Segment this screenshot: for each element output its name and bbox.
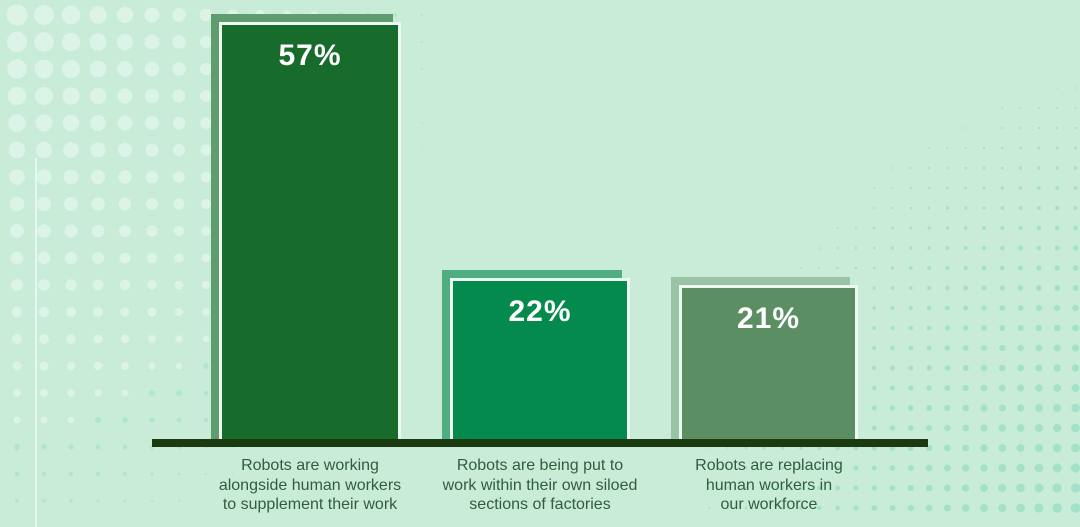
bar-fill: 21% xyxy=(679,285,858,439)
caption-line: human workers in xyxy=(705,476,833,494)
bar-value-label: 22% xyxy=(508,295,572,328)
caption-line: to supplement their work xyxy=(222,496,398,513)
bar-supplement: 57% xyxy=(211,14,401,439)
caption-line: alongside human workers xyxy=(218,476,402,494)
bar-category-label: Robots are working alongside human worke… xyxy=(190,456,430,515)
caption-line: Robots are replacing xyxy=(695,457,843,474)
caption-line: Robots are being put to xyxy=(456,457,624,474)
caption-line: Robots are working xyxy=(241,457,379,474)
bar-value-label: 21% xyxy=(736,302,801,335)
x-axis-line xyxy=(152,439,928,447)
caption-line: work within their own siloed xyxy=(442,476,638,494)
vertical-accent-line xyxy=(35,158,37,527)
caption-line: our workforce xyxy=(720,496,818,513)
bar-fill: 57% xyxy=(219,22,401,439)
bar-siloed: 22% xyxy=(442,270,630,439)
bar-category-label: Robots are being put to work within thei… xyxy=(420,456,660,515)
bar-category-label: Robots are replacing human workers in ou… xyxy=(649,456,889,515)
caption-line: sections of factories xyxy=(469,496,611,513)
bar-replacing: 21% xyxy=(671,277,858,439)
bar-value-label: 57% xyxy=(278,39,342,72)
bar-fill: 22% xyxy=(450,278,630,439)
